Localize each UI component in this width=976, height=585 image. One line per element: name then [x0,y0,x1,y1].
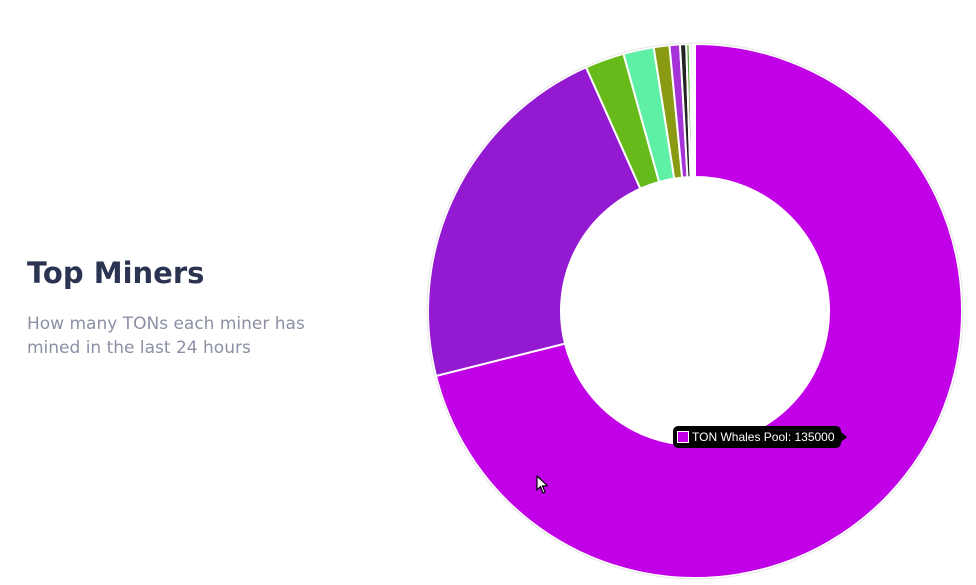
chart-title: Top Miners [27,256,205,290]
chart-header: Top Miners How many TONs each miner has … [27,256,347,360]
donut-outer-ring [426,42,964,580]
chart-subtitle: How many TONs each miner has mined in th… [27,314,305,358]
donut-slice-2[interactable] [427,65,642,378]
donut-slices [426,42,964,580]
tooltip-swatch [677,431,689,443]
tooltip-text: TON Whales Pool: 135000 [692,430,835,444]
mouse-cursor-icon [536,475,549,494]
chart-tooltip: TON Whales Pool: 135000 [673,426,847,448]
donut-slice-10[interactable] [691,42,696,179]
